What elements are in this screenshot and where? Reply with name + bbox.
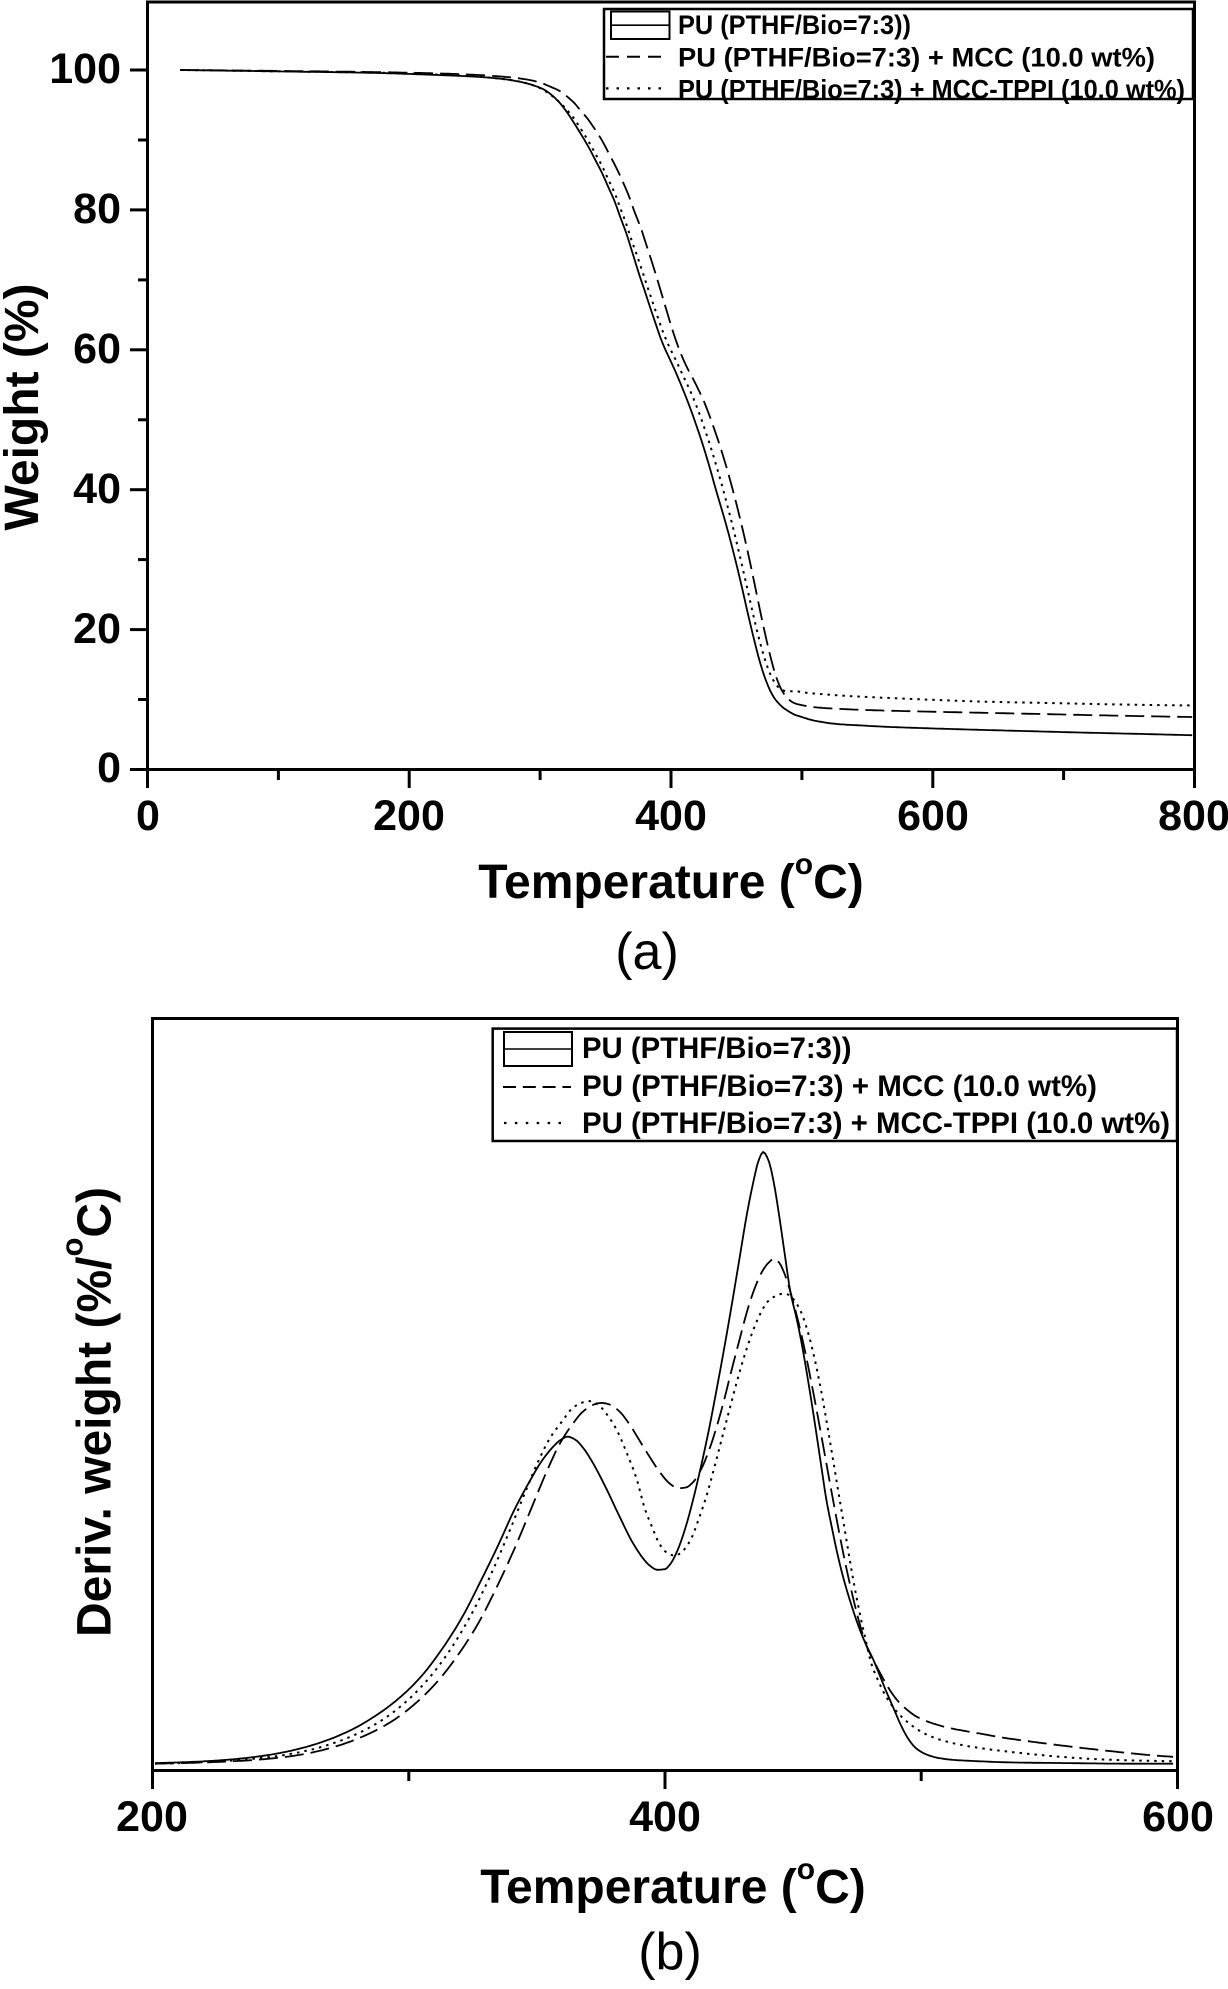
svg-text:PU (PTHF/Bio=7:3) + MCC-TPPI (: PU (PTHF/Bio=7:3) + MCC-TPPI (10.0 wt%) <box>582 1107 1170 1140</box>
svg-text:400: 400 <box>635 792 707 840</box>
svg-text:PU (PTHF/Bio=7:3)): PU (PTHF/Bio=7:3)) <box>678 10 911 40</box>
svg-text:0: 0 <box>136 792 160 840</box>
svg-text:800: 800 <box>1158 792 1228 840</box>
svg-text:200: 200 <box>116 1793 188 1841</box>
svg-text:(b): (b) <box>638 1923 702 1981</box>
svg-text:600: 600 <box>897 792 969 840</box>
svg-text:(a): (a) <box>615 923 679 981</box>
svg-text:PU (PTHF/Bio=7:3) + MCC-TPPI (: PU (PTHF/Bio=7:3) + MCC-TPPI (10.0 wt%) <box>678 75 1185 105</box>
svg-text:PU (PTHF/Bio=7:3) + MCC (10.0: PU (PTHF/Bio=7:3) + MCC (10.0 wt%) <box>678 43 1155 73</box>
svg-text:60: 60 <box>73 325 121 373</box>
svg-text:40: 40 <box>73 465 121 513</box>
svg-text:400: 400 <box>629 1793 701 1841</box>
svg-text:600: 600 <box>1142 1793 1214 1841</box>
svg-text:PU (PTHF/Bio=7:3)): PU (PTHF/Bio=7:3)) <box>582 1032 852 1065</box>
svg-text:Weight (%): Weight (%) <box>0 283 49 530</box>
svg-text:80: 80 <box>73 185 121 233</box>
svg-text:20: 20 <box>73 605 121 653</box>
svg-text:100: 100 <box>49 45 121 93</box>
svg-text:0: 0 <box>97 744 121 792</box>
svg-text:200: 200 <box>373 792 445 840</box>
svg-text:PU (PTHF/Bio=7:3) + MCC (10.0: PU (PTHF/Bio=7:3) + MCC (10.0 wt%) <box>582 1070 1097 1103</box>
